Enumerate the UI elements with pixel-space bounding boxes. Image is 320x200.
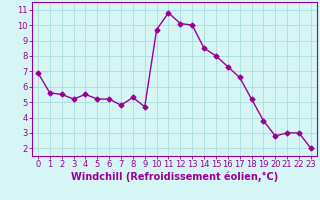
- X-axis label: Windchill (Refroidissement éolien,°C): Windchill (Refroidissement éolien,°C): [71, 172, 278, 182]
